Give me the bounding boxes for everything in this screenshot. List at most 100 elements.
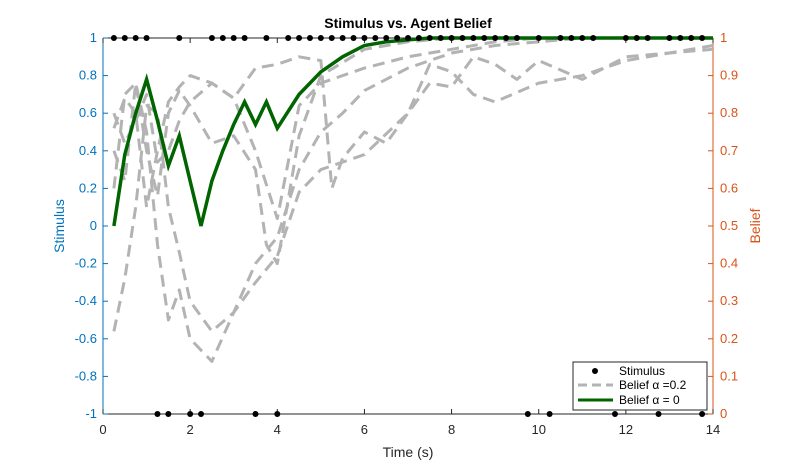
left-y-tick-label: -0.2: [75, 256, 97, 271]
x-tick-label: 0: [99, 422, 106, 437]
legend-belief-alpha-02-label: Belief α =0.2: [619, 378, 687, 392]
left-y-tick-label: -1: [85, 406, 97, 421]
stimulus-point-negative: [524, 411, 531, 417]
stimulus-point-negative: [699, 411, 706, 417]
right-y-tick-label: 0: [720, 406, 727, 421]
stimulus-point-positive: [535, 35, 542, 41]
stimulus-point-negative: [165, 411, 172, 417]
chart-title: Stimulus vs. Agent Belief: [324, 15, 492, 31]
belief-alpha-0-series: [112, 36, 713, 227]
stimulus-point-positive: [306, 35, 313, 41]
left-y-tick-label: -0.4: [75, 293, 97, 308]
x-tick-label: 14: [706, 422, 720, 437]
left-y-axis-label: Stimulus: [51, 199, 67, 253]
stimulus-point-positive: [633, 35, 640, 41]
stimulus-point-positive: [121, 35, 128, 41]
left-y-tick-label: 0.4: [79, 143, 97, 158]
stimulus-point-positive: [590, 35, 597, 41]
stimulus-point-positive: [143, 35, 150, 41]
right-y-tick-label: 0.1: [720, 368, 738, 383]
stimulus-point-positive: [339, 35, 346, 41]
belief-alpha-0-line: [112, 36, 713, 227]
legend: Stimulus Belief α =0.2 Belief α = 0: [572, 361, 708, 411]
stimulus-point-negative: [274, 411, 281, 417]
stimulus-point-negative: [198, 411, 205, 417]
stimulus-point-positive: [666, 35, 673, 41]
stimulus-point-positive: [405, 35, 411, 41]
x-axis-label: Time (s): [383, 444, 434, 460]
stimulus-point-positive: [688, 35, 695, 41]
stimulus-point-positive: [448, 35, 455, 41]
belief-alpha-02-line: [112, 44, 714, 333]
stimulus-point-positive: [296, 35, 303, 41]
x-tick-label: 8: [448, 422, 455, 437]
plot-area: [103, 38, 713, 414]
x-tick-label: 6: [361, 422, 368, 437]
left-y-tick-label: -0.6: [75, 331, 97, 346]
stimulus-point-positive: [503, 35, 510, 41]
stimulus-point-positive: [644, 35, 651, 41]
right-y-tick-label: 0.6: [720, 180, 738, 195]
x-tick-label: 12: [619, 422, 633, 437]
stimulus-point-negative: [655, 411, 662, 417]
stimulus-point-positive: [372, 35, 379, 41]
stimulus-point-negative: [546, 411, 553, 417]
stimulus-point-positive: [208, 35, 215, 41]
left-y-tick-label: 0.8: [79, 68, 97, 83]
right-y-tick-label: 0.3: [720, 293, 738, 308]
left-y-tick-label: 0.6: [79, 105, 97, 120]
belief-alpha-02-line: [112, 36, 713, 266]
stimulus-point-negative: [252, 411, 259, 417]
stimulus-point-positive: [513, 35, 520, 41]
stimulus-point-positive: [437, 35, 444, 41]
stimulus-point-positive: [557, 35, 564, 41]
right-y-tick-label: 0.9: [720, 68, 738, 83]
stimulus-point-positive: [219, 35, 226, 41]
left-y-tick-label: 0.2: [79, 180, 97, 195]
stimulus-point-positive: [241, 35, 248, 41]
stimulus-point-positive: [492, 35, 499, 41]
right-y-tick-label: 0.5: [720, 218, 738, 233]
right-y-tick-label: 0.4: [720, 256, 738, 271]
stimulus-point-positive: [263, 35, 270, 41]
stimulus-point-positive: [622, 35, 629, 41]
right-y-axis-label: Belief: [747, 208, 763, 243]
legend-stimulus-marker: [592, 368, 598, 374]
legend-belief-alpha-0-label: Belief α = 0: [619, 393, 680, 407]
stimulus-point-positive: [394, 35, 401, 41]
left-y-tick-label: 1: [90, 30, 97, 45]
x-tick-label: 2: [187, 422, 194, 437]
stimulus-point-positive: [459, 35, 466, 41]
stimulus-point-positive: [677, 35, 684, 41]
stimulus-point-positive: [317, 35, 324, 41]
x-tick-label: 4: [274, 422, 281, 437]
stimulus-point-negative: [154, 411, 161, 417]
stimulus-point-positive: [285, 35, 292, 41]
stimulus-point-negative: [187, 411, 194, 417]
stimulus-point-positive: [568, 35, 575, 41]
tick-labels: 0 2 4 6 8 10 12 14-1-0.8-0.6-0.4-0.200.20.40.60…: [75, 30, 738, 437]
legend-stimulus-label: Stimulus: [619, 364, 665, 378]
stimulus-point-negative: [611, 411, 618, 417]
stimulus-point-positive: [415, 35, 422, 41]
left-y-tick-label: 0: [90, 218, 97, 233]
belief-alpha-02-line: [112, 47, 714, 209]
right-y-tick-label: 0.7: [720, 143, 738, 158]
stimulus-point-positive: [699, 35, 706, 41]
belief-alpha-02-line: [112, 36, 713, 363]
right-y-tick-label: 0.8: [720, 105, 738, 120]
right-y-tick-label: 0.2: [720, 331, 738, 346]
stimulus-point-positive: [383, 35, 390, 41]
stimulus-point-positive: [361, 35, 368, 41]
left-y-tick-label: -0.8: [75, 368, 97, 383]
stimulus-point-positive: [481, 35, 488, 41]
stimulus-point-positive: [110, 35, 117, 41]
stimulus-markers: [110, 35, 706, 417]
right-y-tick-label: 1: [720, 30, 727, 45]
stimulus-point-positive: [132, 35, 139, 41]
stimulus-point-positive: [328, 35, 335, 41]
stimulus-point-positive: [350, 35, 357, 41]
stimulus-point-positive: [470, 35, 477, 41]
stimulus-point-positive: [426, 35, 433, 41]
